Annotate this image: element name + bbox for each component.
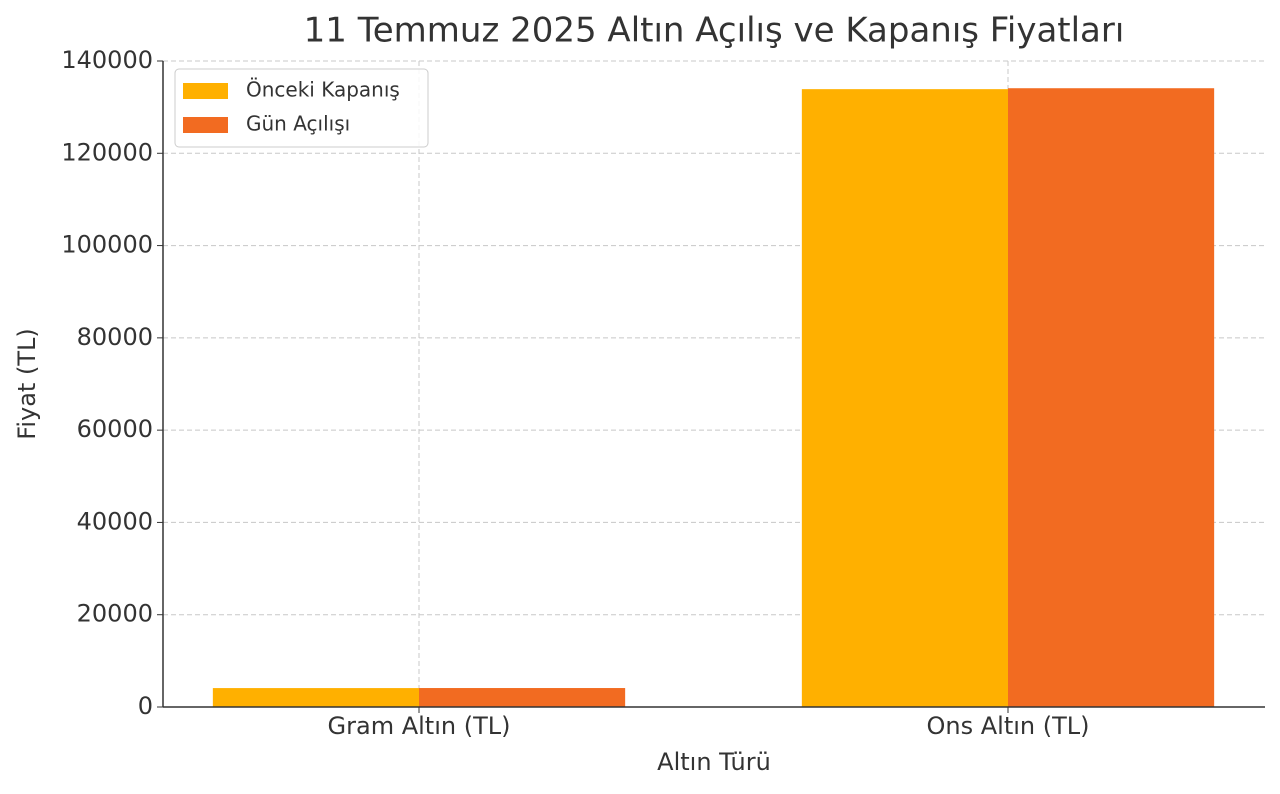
- y-tick-label: 80000: [77, 323, 153, 351]
- legend-label: Önceki Kapanış: [246, 78, 400, 102]
- bar: [1008, 88, 1215, 707]
- y-tick-label: 100000: [61, 231, 153, 259]
- x-axis-label: Altın Türü: [657, 748, 771, 776]
- legend-box: [174, 68, 429, 148]
- x-tick-label: Ons Altın (TL): [927, 712, 1090, 740]
- bar: [419, 688, 626, 707]
- legend-swatch: [183, 117, 228, 133]
- y-tick-label: 120000: [61, 138, 153, 166]
- chart-title: 11 Temmuz 2025 Altın Açılış ve Kapanış F…: [304, 11, 1125, 51]
- legend-swatch: [183, 83, 228, 99]
- bar: [801, 89, 1008, 707]
- y-axis-label: Fiyat (TL): [13, 328, 41, 439]
- y-tick-label: 140000: [61, 46, 153, 74]
- y-tick-label: 40000: [77, 507, 153, 535]
- y-tick-label: 20000: [77, 600, 153, 628]
- y-tick-label: 0: [138, 692, 153, 720]
- legend: Önceki Kapanış Gün Açılışı: [174, 68, 429, 148]
- y-tick-label: 60000: [77, 415, 153, 443]
- legend-label: Gün Açılışı: [246, 112, 350, 136]
- x-tick-label: Gram Altın (TL): [328, 712, 511, 740]
- bar: [212, 688, 419, 707]
